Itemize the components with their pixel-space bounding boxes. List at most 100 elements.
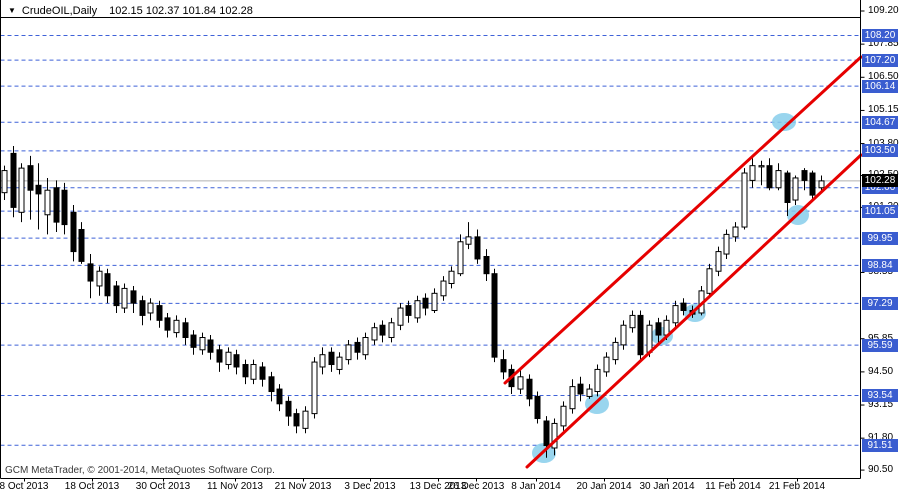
candle-bearish xyxy=(422,297,429,309)
candle-bearish xyxy=(70,211,77,253)
candle-bullish xyxy=(96,270,103,287)
candle-bullish xyxy=(397,307,404,326)
candle-bullish xyxy=(465,236,472,245)
candle-bearish xyxy=(233,354,240,368)
candle-bearish xyxy=(27,165,34,191)
candle-bearish xyxy=(216,349,223,363)
candle-bullish xyxy=(612,341,619,361)
candle-bullish xyxy=(362,337,369,356)
level-price-badge: 98.84 xyxy=(862,258,898,272)
candle-bullish xyxy=(594,368,601,393)
date-tick-label: 8 Jan 2014 xyxy=(511,481,561,492)
candle-bearish xyxy=(809,172,816,196)
level-price-badge: 91.51 xyxy=(862,438,898,452)
level-price-badge: 97.29 xyxy=(862,296,898,310)
price-tick-label: 109.20 xyxy=(868,5,899,16)
candle-bullish xyxy=(741,172,748,228)
one-click-expander-icon[interactable]: ▼ xyxy=(8,6,16,16)
date-tick-label: 30 Jan 2014 xyxy=(639,481,695,492)
candle-bullish xyxy=(569,386,576,410)
price-tick-label: 103.80 xyxy=(868,137,899,149)
candle-bearish xyxy=(139,300,146,316)
price-tick-label: 106.50 xyxy=(868,71,899,83)
candle-bullish xyxy=(586,388,593,397)
candle-bullish xyxy=(18,167,25,213)
date-tick-label: 30 Oct 2013 xyxy=(135,481,191,492)
candle-bearish xyxy=(577,383,584,395)
level-price-badge: 93.54 xyxy=(862,388,898,402)
candle-bullish xyxy=(448,270,455,285)
candle-bullish xyxy=(199,337,206,351)
candle-bullish xyxy=(250,364,257,380)
candle-bearish xyxy=(35,184,42,195)
candle-bullish xyxy=(560,405,567,427)
price-tick-label: 98.55 xyxy=(868,266,894,278)
price-tick-label: 105.15 xyxy=(868,104,899,116)
candle-bullish xyxy=(629,314,636,329)
level-price-badge: 107.20 xyxy=(862,53,898,67)
candle-bullish xyxy=(672,305,679,324)
candle-bearish xyxy=(130,290,137,304)
candle-bullish xyxy=(517,376,524,390)
candle-bullish xyxy=(818,180,825,189)
candle-bullish xyxy=(792,177,799,201)
candle-bullish xyxy=(225,351,232,366)
copyright-label: GCM MetaTrader, © 2001-2014, MetaQuotes … xyxy=(5,465,275,476)
channel-lower-trendline[interactable] xyxy=(525,153,863,469)
candle-bearish xyxy=(156,305,163,321)
candle-bearish xyxy=(242,364,249,378)
level-price-badge: 99.95 xyxy=(862,231,898,245)
chart-title-bar: ▼ CrudeOIL,Daily 102.15 102.37 101.84 102.… xyxy=(0,2,253,17)
price-tick-label: 95.85 xyxy=(868,333,893,344)
date-tick-label: 20 Jan 2014 xyxy=(576,481,632,492)
touch-ellipse-5[interactable] xyxy=(772,113,796,131)
candle-bullish xyxy=(121,287,128,309)
candle-bearish xyxy=(78,228,85,262)
candle-bearish xyxy=(276,388,283,405)
candle-bearish xyxy=(190,334,197,348)
date-tick-label: 3 Dec 2013 xyxy=(344,481,396,492)
candle-bearish xyxy=(379,324,386,336)
candle-bullish xyxy=(775,170,782,189)
candle-bullish xyxy=(147,302,154,314)
date-tick-label: 13 Dec 2013 xyxy=(409,481,467,492)
price-tick-label: 93.15 xyxy=(868,399,894,411)
channel-upper-trendline[interactable] xyxy=(503,55,863,385)
candle-bullish xyxy=(336,356,343,370)
candle-bearish xyxy=(10,152,17,208)
ohlc-quote-label: 102.15 102.37 101.84 102.28 xyxy=(109,4,253,17)
level-price-badge: 95.59 xyxy=(862,338,898,352)
candle-bearish xyxy=(526,378,533,400)
candle-bullish xyxy=(311,361,318,415)
candle-bullish xyxy=(551,422,558,449)
candle-bearish xyxy=(268,376,275,393)
price-tick-label: 90.50 xyxy=(868,464,894,476)
candle-bearish xyxy=(293,413,300,427)
candle-bullish xyxy=(345,344,352,361)
candle-bearish xyxy=(543,420,550,447)
candle-bearish xyxy=(113,285,120,307)
candle-bearish xyxy=(766,165,773,189)
candle-bullish xyxy=(173,319,180,334)
candle-bullish xyxy=(1,170,8,194)
candle-bullish xyxy=(414,300,421,319)
level-price-badge: 106.14 xyxy=(862,79,898,93)
price-tick-label: 91.80 xyxy=(868,432,894,444)
candle-bearish xyxy=(491,273,498,358)
candle-bearish xyxy=(164,317,171,331)
candle-bullish xyxy=(319,354,326,368)
candle-bearish xyxy=(474,236,481,260)
price-tick-label: 107.85 xyxy=(868,38,899,50)
candle-bearish xyxy=(680,302,687,312)
candle-bullish xyxy=(431,292,438,312)
candle-bearish xyxy=(405,305,412,316)
symbol-timeframe-label: CrudeOIL,Daily xyxy=(21,4,98,17)
candle-bullish xyxy=(620,324,627,346)
candle-bearish xyxy=(104,273,111,297)
level-price-badge: 103.50 xyxy=(862,144,898,158)
date-tick-label: 26 Dec 2013 xyxy=(447,481,505,492)
candle-bearish xyxy=(328,351,335,366)
